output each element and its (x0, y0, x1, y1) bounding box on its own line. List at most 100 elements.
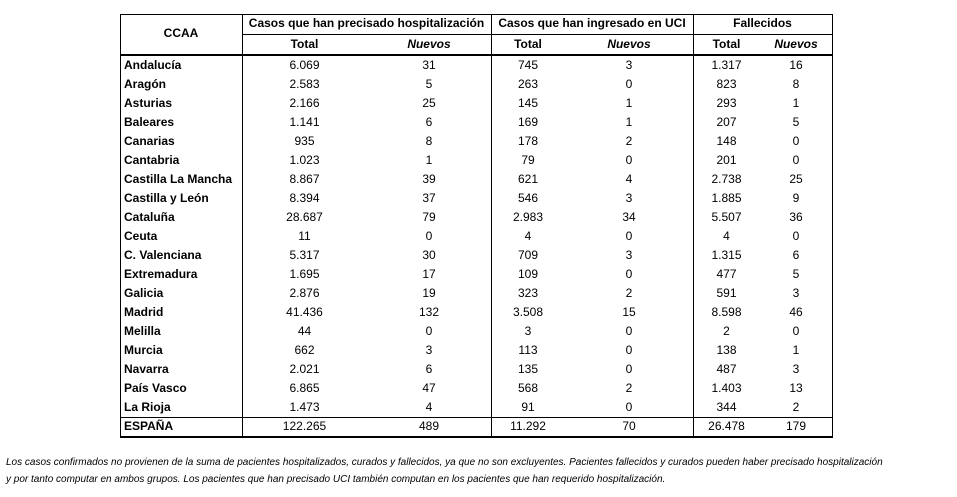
row-cell: 11 (298, 229, 311, 243)
row-cell: 91 (521, 400, 535, 414)
row-label: Madrid (124, 305, 164, 319)
rule (693, 14, 694, 437)
row-cell: 2.166 (289, 96, 320, 110)
row-cell: 28.687 (286, 210, 323, 224)
row-cell: 4 (723, 229, 730, 243)
row-cell: 148 (716, 134, 737, 148)
row-label: Canarias (124, 134, 175, 148)
header-sub: Total (514, 37, 542, 51)
row-cell: 3.508 (512, 305, 544, 319)
row-cell: 344 (716, 400, 737, 414)
row-cell: 109 (517, 267, 539, 281)
row-cell: 745 (517, 58, 539, 72)
row-label: Castilla y León (124, 191, 209, 205)
row-cell: 2 (792, 400, 800, 414)
row-cell: 36 (789, 210, 803, 224)
row-cell: 2.983 (512, 210, 544, 224)
row-cell: 1.403 (711, 381, 742, 395)
rule (242, 34, 833, 35)
row-cell: 1.023 (289, 153, 320, 167)
row-cell: 30 (422, 248, 436, 262)
rule (832, 14, 833, 437)
row-cell: 5 (792, 267, 800, 281)
row-label: Castilla La Mancha (124, 172, 233, 186)
footnote: y por tanto computar en ambos grupos. Lo… (6, 474, 666, 485)
row-cell: 31 (422, 58, 436, 72)
rule (120, 417, 833, 418)
row-label: País Vasco (124, 381, 187, 395)
row-cell: 487 (716, 362, 737, 376)
row-cell: 0 (625, 77, 633, 91)
total-cell: 122.265 (282, 419, 327, 433)
row-cell: 3 (792, 286, 800, 300)
total-label: ESPAÑA (124, 419, 174, 433)
row-cell: 2 (723, 324, 730, 338)
row-cell: 0 (792, 229, 800, 243)
row-cell: 2.583 (289, 77, 320, 91)
row-cell: 4 (625, 172, 633, 186)
row-cell: 6 (425, 115, 433, 129)
row-cell: 6.865 (289, 381, 320, 395)
row-cell: 0 (625, 362, 633, 376)
row-cell: 6 (425, 362, 433, 376)
row-label: Andalucía (124, 58, 182, 72)
row-cell: 546 (517, 191, 539, 205)
rule (120, 54, 833, 56)
row-cell: 16 (789, 58, 803, 72)
row-cell: 135 (517, 362, 539, 376)
row-cell: 25 (789, 172, 803, 186)
header-group: Casos que han precisado hospitalización (248, 16, 485, 30)
row-cell: 5.317 (289, 248, 320, 262)
header-sub: Total (290, 37, 319, 51)
row-cell: 0 (625, 229, 633, 243)
row-cell: 0 (425, 324, 433, 338)
row-cell: 3 (425, 343, 433, 357)
row-cell: 1.141 (289, 115, 320, 129)
row-label: Ceuta (124, 229, 158, 243)
row-cell: 25 (422, 96, 436, 110)
row-cell: 0 (425, 229, 433, 243)
row-cell: 0 (625, 267, 633, 281)
total-cell: 11.292 (510, 419, 546, 433)
header-sub: Nuevos (774, 37, 818, 51)
row-label: Melilla (124, 324, 161, 338)
row-cell: 0 (625, 343, 633, 357)
row-cell: 39 (422, 172, 436, 186)
row-cell: 34 (622, 210, 636, 224)
row-cell: 709 (517, 248, 539, 262)
row-cell: 1 (792, 343, 800, 357)
row-cell: 2.876 (289, 286, 320, 300)
rule (120, 14, 121, 437)
row-label: Extremadura (124, 267, 198, 281)
row-cell: 3 (524, 324, 532, 338)
row-cell: 79 (422, 210, 436, 224)
row-cell: 568 (517, 381, 539, 395)
row-cell: 3 (625, 248, 633, 262)
row-cell: 4 (524, 229, 532, 243)
row-cell: 113 (518, 343, 538, 357)
row-cell: 2.738 (711, 172, 742, 186)
row-cell: 935 (294, 134, 315, 148)
row-cell: 477 (716, 267, 737, 281)
row-label: Galicia (124, 286, 164, 300)
row-cell: 3 (625, 191, 633, 205)
row-cell: 1.885 (711, 191, 742, 205)
row-label: Navarra (124, 362, 169, 376)
row-cell: 41.436 (286, 305, 323, 319)
rule (491, 14, 492, 437)
row-cell: 1 (625, 96, 633, 110)
row-cell: 5 (792, 115, 800, 129)
row-label: Aragón (124, 77, 166, 91)
row-cell: 0 (625, 324, 633, 338)
row-cell: 207 (716, 115, 737, 129)
row-cell: 2 (625, 286, 633, 300)
header-sub: Total (712, 37, 741, 51)
row-cell: 293 (716, 96, 737, 110)
row-cell: 145 (517, 96, 539, 110)
row-cell: 8 (792, 77, 800, 91)
row-cell: 19 (422, 286, 436, 300)
row-cell: 201 (716, 153, 737, 167)
footnote: Los casos confirmados no provienen de la… (6, 457, 883, 468)
row-cell: 323 (517, 286, 539, 300)
